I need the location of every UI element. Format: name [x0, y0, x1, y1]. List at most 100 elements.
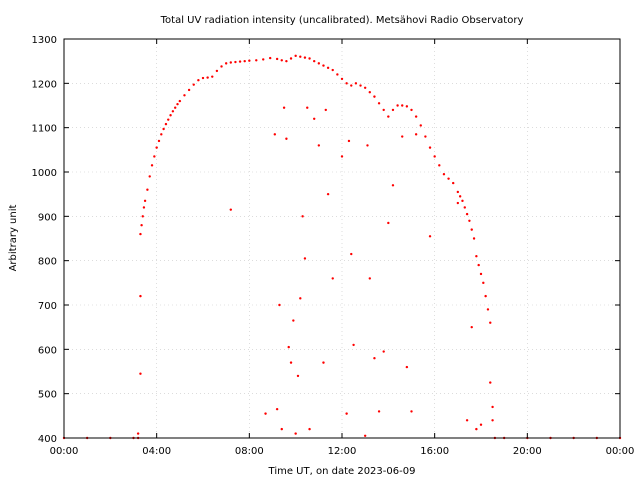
data-point: [155, 146, 158, 149]
data-point: [183, 94, 186, 97]
data-point: [224, 62, 228, 65]
data-point: [470, 228, 473, 231]
data-point: [146, 188, 149, 191]
x-axis-label: Time UT, on date 2023-06-09: [268, 466, 416, 477]
data-point: [171, 110, 175, 113]
data-point: [405, 365, 409, 369]
data-point: [368, 277, 371, 280]
data-point: [243, 59, 246, 63]
data-point: [322, 361, 325, 364]
x-tick-label: 00:00: [606, 446, 635, 457]
data-point: [461, 199, 464, 203]
data-point: [324, 108, 327, 112]
data-point: [248, 59, 251, 62]
data-point: [192, 83, 195, 86]
data-point: [211, 75, 214, 78]
data-point: [220, 65, 223, 68]
chart-title: Total UV radiation intensity (uncalibrat…: [160, 15, 524, 26]
data-point: [187, 88, 191, 92]
data-point: [373, 95, 376, 98]
data-point: [447, 177, 450, 180]
data-point: [142, 206, 146, 209]
data-point: [322, 64, 325, 67]
data-point: [405, 105, 409, 108]
data-point: [148, 175, 151, 178]
data-point: [268, 56, 272, 60]
data-point: [317, 62, 321, 65]
axis-ticks: 00:00 04:00 08:00 12:00 16:00 20:00 00:0040050…: [32, 35, 635, 457]
data-point: [491, 405, 494, 409]
data-point: [294, 54, 297, 58]
data-point: [292, 319, 295, 322]
data-point: [296, 374, 300, 378]
data-point: [377, 410, 381, 413]
data-point: [350, 84, 353, 87]
data-point: [479, 272, 483, 276]
data-point: [468, 219, 471, 222]
data-point: [306, 106, 309, 109]
data-point: [347, 139, 351, 143]
data-point: [162, 127, 165, 131]
y-tick-label: 1300: [32, 35, 57, 46]
data-point: [479, 423, 483, 426]
data-point: [350, 252, 353, 256]
data-point: [299, 297, 302, 300]
data-point: [141, 215, 144, 218]
y-tick-label: 1000: [32, 168, 57, 179]
data-point: [289, 57, 293, 60]
data-point: [359, 84, 362, 87]
x-tick-label: 04:00: [142, 446, 171, 457]
data-point: [289, 361, 293, 364]
y-tick-label: 500: [38, 390, 57, 401]
data-point: [363, 434, 367, 437]
data-point: [465, 212, 469, 216]
data-point: [303, 56, 307, 59]
data-point: [262, 58, 265, 61]
data-point: [238, 60, 242, 63]
x-tick-label: 00:00: [50, 446, 79, 457]
data-point: [345, 82, 348, 85]
data-point: [153, 155, 156, 158]
y-tick-label: 400: [38, 434, 57, 445]
data-point: [472, 237, 476, 240]
data-point: [410, 108, 413, 112]
data-point: [465, 419, 469, 422]
data-point: [167, 118, 170, 121]
data-point: [491, 419, 494, 422]
grid: [64, 39, 620, 438]
data-point: [452, 181, 455, 185]
data-point: [280, 59, 283, 62]
data-point: [275, 407, 279, 411]
data-point: [164, 122, 168, 126]
x-tick-label: 08:00: [235, 446, 264, 457]
data-point: [294, 432, 297, 435]
data-point: [285, 137, 288, 140]
data-point: [340, 155, 344, 158]
data-point: [410, 410, 413, 413]
data-point: [206, 76, 209, 79]
data-point: [229, 61, 232, 64]
data-point: [229, 208, 232, 211]
data-point: [419, 124, 422, 127]
data-point: [387, 115, 390, 118]
data-point: [331, 68, 334, 72]
data-point: [201, 76, 205, 80]
y-tick-label: 1200: [32, 79, 57, 90]
data-point: [489, 321, 492, 324]
data-point: [382, 108, 385, 112]
y-tick-label: 700: [38, 301, 57, 312]
x-tick-label: 12:00: [328, 446, 357, 457]
data-point: [285, 59, 288, 63]
data-point: [317, 144, 321, 147]
data-point: [433, 155, 436, 158]
data-point: [475, 255, 478, 258]
data-point: [140, 224, 143, 227]
data-point: [157, 139, 161, 143]
data-point: [299, 55, 302, 58]
data-point: [391, 184, 395, 187]
data-point: [414, 115, 418, 118]
data-point: [326, 66, 330, 70]
data-point: [197, 79, 200, 82]
data-point: [391, 108, 395, 112]
